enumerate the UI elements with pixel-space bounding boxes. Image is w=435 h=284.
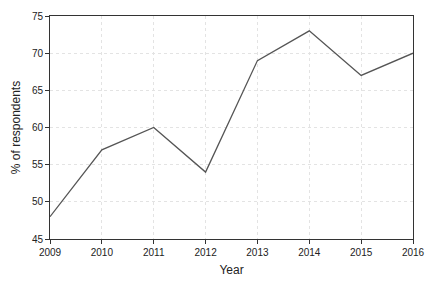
svg-text:70: 70 — [32, 48, 44, 59]
svg-text:2015: 2015 — [350, 247, 373, 258]
svg-text:45: 45 — [32, 234, 44, 245]
svg-text:Year: Year — [219, 263, 243, 277]
svg-text:2009: 2009 — [39, 247, 62, 258]
svg-text:2016: 2016 — [402, 247, 425, 258]
svg-text:2010: 2010 — [91, 247, 114, 258]
svg-text:2012: 2012 — [194, 247, 217, 258]
svg-text:75: 75 — [32, 11, 44, 22]
svg-text:60: 60 — [32, 122, 44, 133]
svg-text:% of respondents: % of respondents — [9, 81, 23, 174]
svg-text:2011: 2011 — [143, 247, 165, 258]
svg-text:65: 65 — [32, 85, 44, 96]
svg-text:2014: 2014 — [298, 247, 321, 258]
svg-text:55: 55 — [32, 159, 44, 170]
svg-text:2013: 2013 — [246, 247, 269, 258]
svg-text:50: 50 — [32, 196, 44, 207]
